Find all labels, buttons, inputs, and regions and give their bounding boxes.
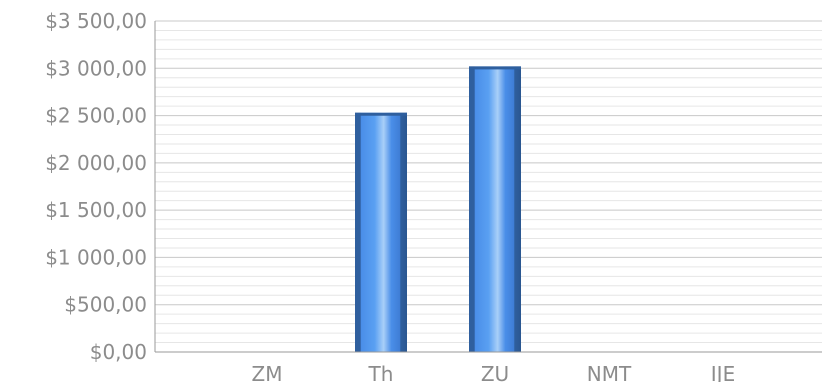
y-tick-label: $3 500,00 [45,9,147,33]
x-tick-label: NMT [587,362,632,382]
y-tick-label: $500,00 [64,293,147,317]
y-tick-label: $3 000,00 [45,56,147,80]
y-tick-label: $1 500,00 [45,198,147,222]
x-tick-label: IJE [711,362,735,382]
y-tick-label: $2 000,00 [45,151,147,175]
y-tick-label: $2 500,00 [45,104,147,128]
x-tick-label: ZM [252,362,283,382]
axes [154,21,822,353]
y-axis-tick-labels: $0,00 $500,00 $1 000,00 $1 500,00 $2 000,00 $… [45,9,147,364]
bar-zu [469,66,521,352]
y-tick-label: $1 000,00 [45,245,147,269]
x-axis-tick-labels: ZM Th ZU NMT IJE [252,362,736,382]
bar-cap-zu [469,66,521,70]
bar-cap-th [355,112,407,116]
y-tick-label: $0,00 [90,340,147,364]
bars-group [355,66,521,352]
bar-th [355,112,407,352]
x-tick-label: ZU [481,362,509,382]
x-tick-label: Th [368,362,394,382]
